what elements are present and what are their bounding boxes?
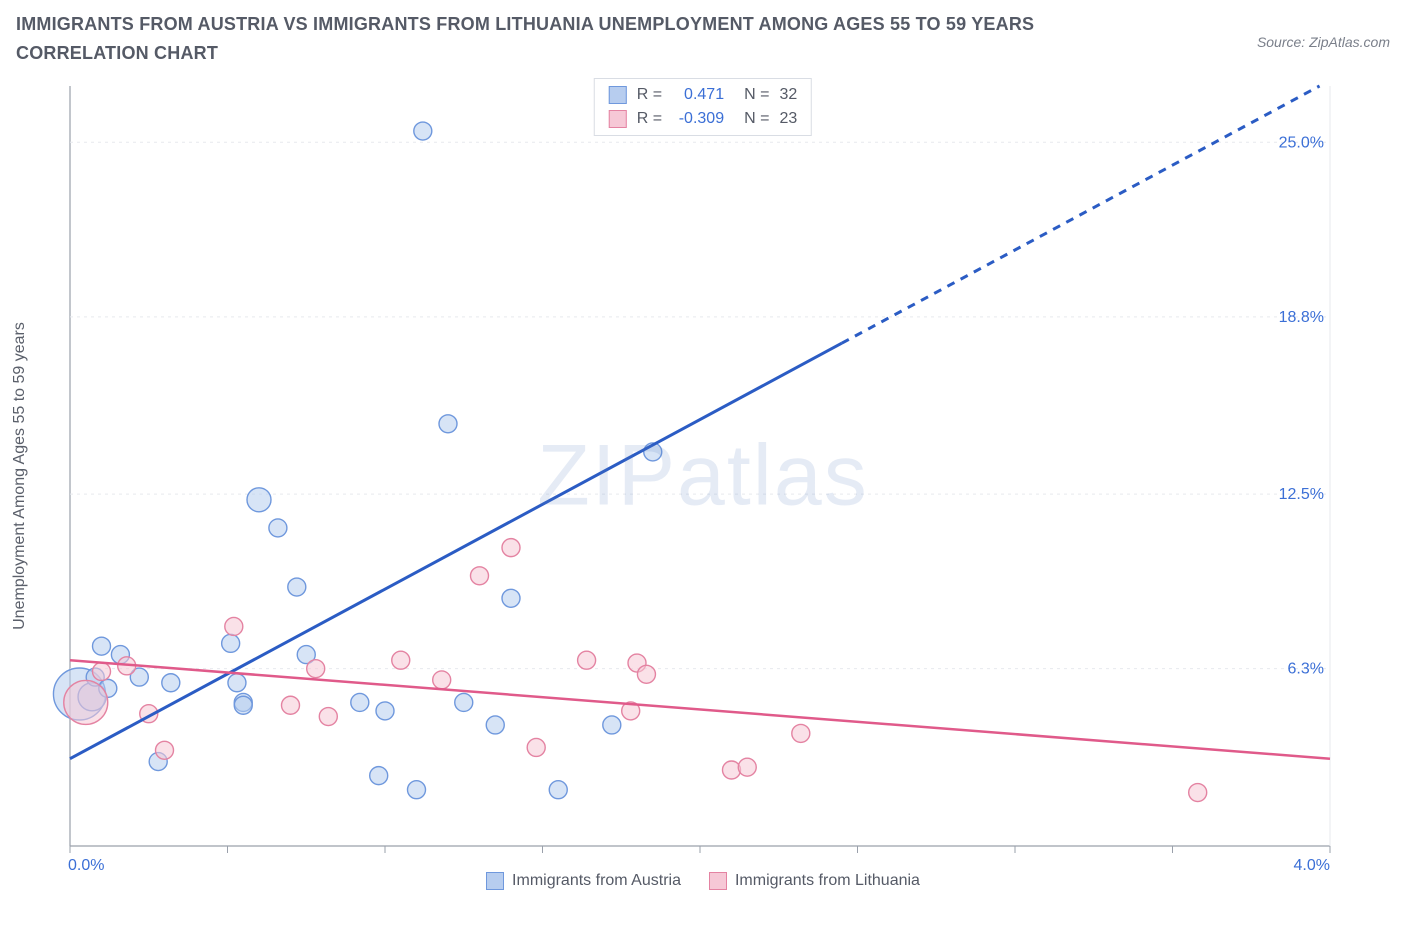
y-tick-label: 6.3%: [1288, 660, 1324, 677]
stat-r-label: R =: [637, 83, 662, 107]
data-point: [486, 716, 504, 734]
data-point: [225, 617, 243, 635]
data-point: [162, 673, 180, 691]
y-tick-label: 12.5%: [1279, 486, 1324, 503]
data-point: [392, 651, 410, 669]
data-point: [738, 758, 756, 776]
data-point: [351, 693, 369, 711]
data-point: [247, 487, 271, 511]
legend-swatch: [609, 110, 627, 128]
legend-swatch: [609, 86, 627, 104]
data-point: [792, 724, 810, 742]
data-point: [433, 671, 451, 689]
x-min-label: 0.0%: [68, 857, 104, 874]
trend-line-extrapolated: [842, 86, 1320, 343]
stat-r-label: R =: [637, 107, 662, 131]
data-point: [455, 693, 473, 711]
data-point: [269, 519, 287, 537]
data-point: [64, 680, 108, 724]
plot-area: Unemployment Among Ages 55 to 59 years 6…: [10, 76, 1396, 876]
data-point: [527, 738, 545, 756]
stat-r-value: 0.471: [672, 83, 724, 107]
data-point: [156, 741, 174, 759]
y-tick-label: 18.8%: [1279, 308, 1324, 325]
data-point: [234, 696, 252, 714]
stat-n-label: N =: [744, 107, 769, 131]
data-point: [549, 780, 567, 798]
data-point: [637, 665, 655, 683]
data-point: [1189, 783, 1207, 801]
stat-n-value: 32: [779, 83, 797, 107]
source-attribution: Source: ZipAtlas.com: [1257, 34, 1390, 50]
data-point: [471, 566, 489, 584]
y-tick-label: 25.0%: [1279, 134, 1324, 151]
x-max-label: 4.0%: [1294, 857, 1330, 874]
data-point: [282, 696, 300, 714]
chart-title: IMMIGRANTS FROM AUSTRIA VS IMMIGRANTS FR…: [16, 10, 1126, 68]
stats-row: R = 0.471 N = 32: [609, 83, 797, 107]
data-point: [319, 707, 337, 725]
stat-n-label: N =: [744, 83, 769, 107]
data-point: [307, 659, 325, 677]
data-point: [414, 122, 432, 140]
scatter-plot-svg: 6.3% 12.5% 18.8% 25.0% 0.0% 4.0%: [10, 76, 1340, 876]
data-point: [222, 634, 240, 652]
data-point: [439, 414, 457, 432]
trend-line: [70, 660, 1330, 759]
data-point: [288, 578, 306, 596]
data-point: [93, 662, 111, 680]
trend-line: [70, 343, 842, 759]
data-point: [578, 651, 596, 669]
data-point: [408, 780, 426, 798]
data-point: [376, 701, 394, 719]
stats-row: R = -0.309 N = 23: [609, 107, 797, 131]
data-point: [228, 673, 246, 691]
data-point: [603, 716, 621, 734]
data-point: [93, 637, 111, 655]
stat-n-value: 23: [779, 107, 797, 131]
data-point: [723, 761, 741, 779]
y-axis-label: Unemployment Among Ages 55 to 59 years: [11, 322, 29, 630]
stats-legend: R = 0.471 N = 32 R = -0.309 N = 23: [594, 78, 812, 136]
title-row: IMMIGRANTS FROM AUSTRIA VS IMMIGRANTS FR…: [10, 10, 1396, 68]
stat-r-value: -0.309: [672, 107, 724, 131]
data-point: [502, 538, 520, 556]
data-point: [502, 589, 520, 607]
chart-container: IMMIGRANTS FROM AUSTRIA VS IMMIGRANTS FR…: [10, 10, 1396, 920]
data-point: [370, 766, 388, 784]
